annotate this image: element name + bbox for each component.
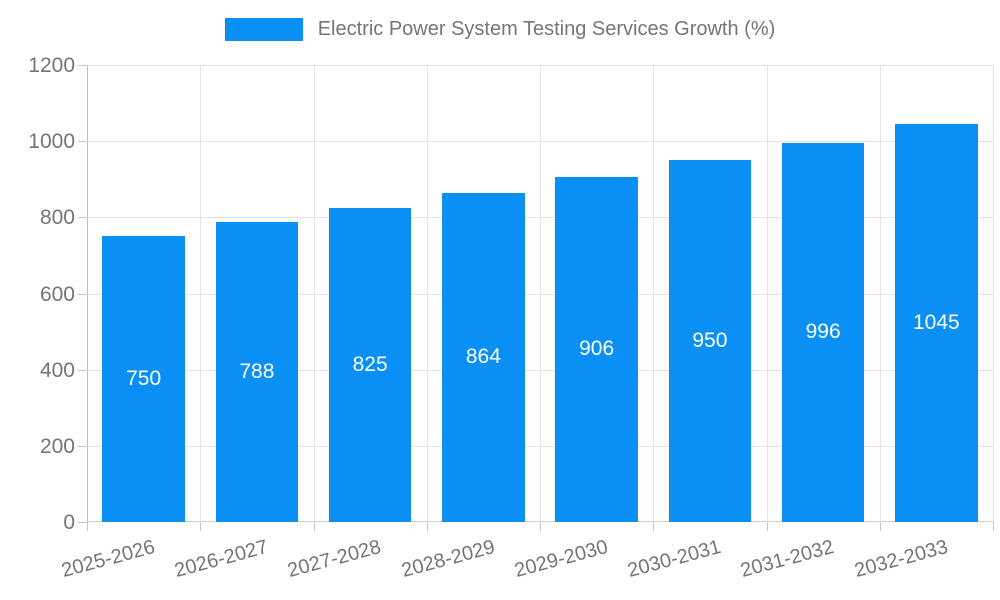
x-tick-mark — [313, 522, 315, 531]
bar-2032-2033: 1045 — [895, 124, 978, 522]
bar-value-label: 750 — [126, 367, 162, 391]
v-gridline — [879, 65, 881, 522]
legend-label: Electric Power System Testing Services G… — [317, 18, 776, 40]
v-gridline — [540, 65, 541, 522]
bar-value-label: 996 — [805, 320, 841, 344]
x-tick-label: 2027-2028 — [285, 536, 384, 583]
bar-2031-2032: 996 — [781, 142, 865, 522]
v-gridline — [426, 65, 428, 522]
x-tick-mark — [766, 522, 768, 531]
x-tick-mark — [540, 522, 541, 531]
v-gridline — [766, 65, 768, 522]
v-gridline — [653, 65, 655, 522]
y-tick-mark — [78, 445, 87, 447]
bar-value-label: 950 — [692, 329, 728, 353]
x-tick-label: 2029-2030 — [512, 536, 611, 583]
x-tick-label: 2030-2031 — [625, 536, 724, 583]
y-tick-label: 1200 — [28, 54, 75, 77]
y-tick-mark — [78, 522, 87, 523]
y-tick-label: 800 — [39, 206, 75, 230]
y-tick-label: 400 — [39, 358, 75, 382]
x-tick-label: 2025-2026 — [59, 536, 158, 583]
x-tick-mark — [653, 522, 655, 531]
x-tick-label: 2028-2029 — [398, 536, 498, 583]
bar-2027-2028: 825 — [328, 207, 412, 522]
bar-value-label: 788 — [239, 359, 275, 383]
y-tick-mark — [78, 293, 87, 295]
x-tick-label: 2026-2027 — [172, 536, 271, 583]
x-tick-mark — [87, 522, 88, 531]
x-tick-label: 2031-2032 — [738, 536, 837, 583]
bar-2028-2029: 864 — [442, 192, 525, 522]
legend-swatch — [224, 18, 303, 41]
x-axis-labels: 2025-2026 2026-2027 2027-2028 2028-2029 2029… — [59, 530, 993, 600]
bar-value-label: 906 — [579, 337, 615, 361]
v-gridline — [993, 65, 994, 522]
x-tick-label: 2032-2033 — [851, 536, 951, 583]
bar-2026-2027: 788 — [215, 221, 299, 522]
bar-2029-2030: 906 — [555, 176, 638, 522]
bar-2025-2026: 750 — [102, 236, 185, 522]
y-tick-mark — [78, 141, 87, 143]
y-tick-label: 200 — [39, 434, 75, 458]
x-tick-mark — [200, 522, 202, 531]
y-tick-label: 1000 — [28, 130, 75, 154]
y-tick-mark — [78, 369, 87, 371]
plot-area: 750 788 825 864 906 950 996 1045 — [87, 65, 994, 522]
bar-value-label: 1045 — [913, 311, 960, 335]
y-tick-mark — [78, 65, 87, 66]
x-tick-mark — [879, 522, 881, 531]
y-tick-label: 0 — [63, 511, 75, 534]
bar-2030-2031: 950 — [668, 160, 752, 522]
y-tick-mark — [78, 217, 87, 219]
x-tick-mark — [993, 522, 994, 531]
bar-value-label: 825 — [352, 352, 388, 376]
chart-legend: Electric Power System Testing Services G… — [0, 18, 1000, 41]
v-gridline — [313, 65, 315, 522]
y-tick-label: 600 — [39, 282, 75, 306]
bar-value-label: 864 — [465, 345, 501, 369]
v-gridline — [200, 65, 202, 522]
x-tick-mark — [426, 522, 428, 531]
